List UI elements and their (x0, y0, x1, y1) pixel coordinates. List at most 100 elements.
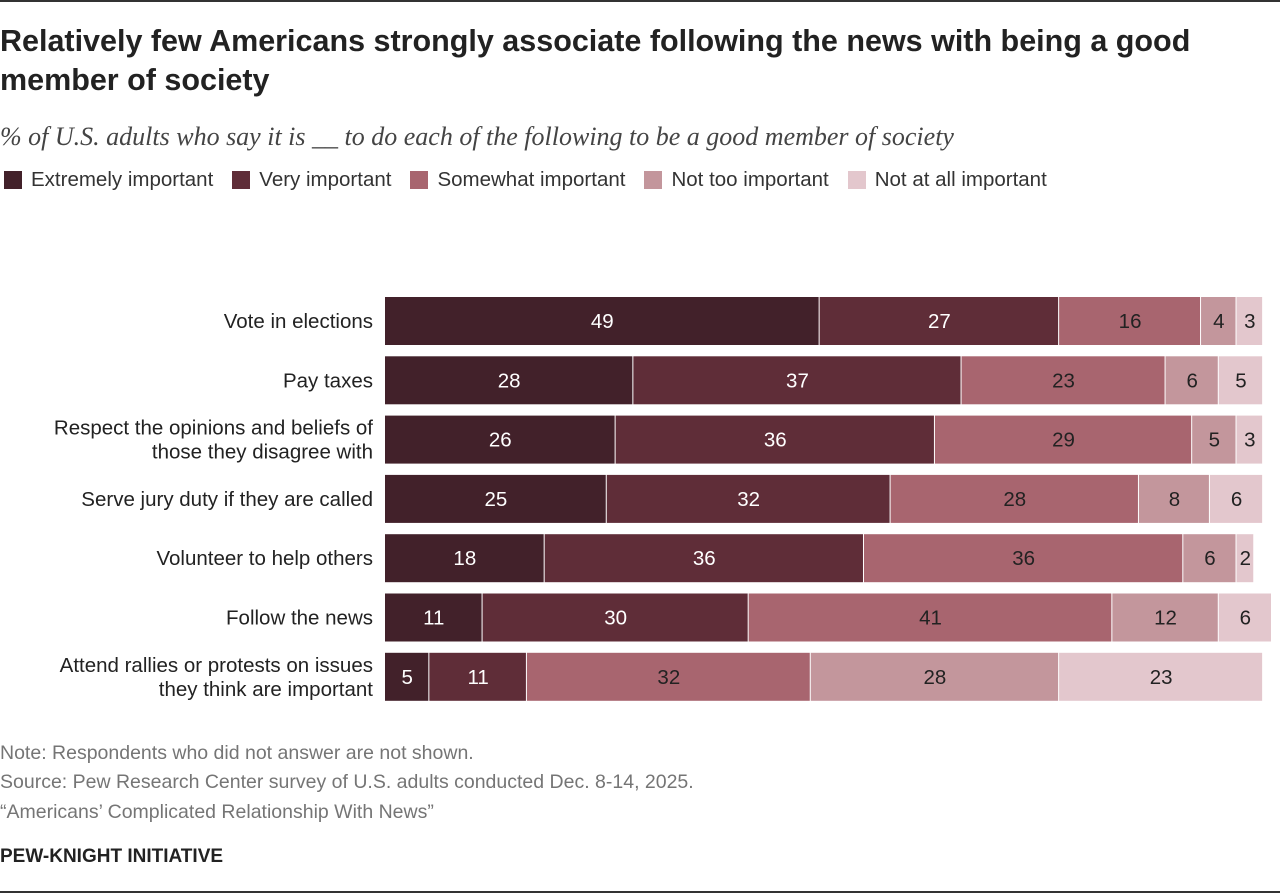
bar-segment (429, 652, 526, 701)
category-label: Follow the news (226, 607, 373, 630)
bar-segment (615, 415, 934, 464)
bar-segment (385, 652, 429, 701)
data-label: 26 (489, 429, 512, 452)
data-label: 23 (1150, 666, 1173, 689)
bar-segment (1059, 297, 1201, 345)
legend-swatch (232, 171, 251, 189)
bar-segment (544, 534, 863, 583)
legend-label: Not too important (671, 168, 829, 191)
bar-segment (1201, 297, 1236, 345)
bar-segment (633, 356, 961, 405)
data-label: 36 (1012, 547, 1035, 570)
legend-label: Very important (259, 168, 392, 191)
legend-label: Somewhat important (437, 168, 626, 191)
bar-segment (1209, 474, 1263, 523)
legend-swatch (410, 171, 429, 189)
category-label: Volunteer to help others (156, 547, 373, 570)
chart-subtitle: % of U.S. adults who say it is __ to do … (0, 122, 954, 151)
bar-segment (934, 415, 1192, 464)
bar-segment (1218, 356, 1263, 405)
data-label: 5 (1209, 429, 1220, 452)
data-label: 28 (1003, 488, 1026, 511)
data-label: 8 (1169, 488, 1180, 511)
data-label: 36 (693, 547, 716, 570)
bar-segment (526, 652, 810, 701)
bar-segment (890, 474, 1138, 523)
data-label: 32 (737, 488, 760, 511)
legend-item: Extremely important (0, 168, 213, 192)
bar-segment (1183, 534, 1236, 583)
legend-item: Very important (228, 168, 391, 192)
data-label: 27 (928, 310, 951, 333)
bar-segment (482, 593, 748, 642)
data-label: 11 (423, 607, 444, 630)
top-rule (0, 0, 1280, 2)
data-label: 32 (657, 666, 680, 689)
data-label: 25 (484, 488, 507, 511)
footnote-note: Note: Respondents who did not answer are… (0, 742, 474, 764)
bar-segment (1236, 534, 1254, 583)
bottom-rule (0, 891, 1280, 893)
legend: Extremely important Very important Somewha… (0, 166, 1062, 194)
category-label: Respect the opinions and beliefs of those… (54, 417, 373, 464)
bar-segment (1218, 593, 1271, 642)
data-label: 16 (1119, 310, 1142, 333)
bar-segment (606, 474, 890, 523)
data-label: 6 (1204, 547, 1215, 570)
data-label: 37 (786, 369, 809, 392)
legend-swatch (644, 171, 663, 189)
data-label: 49 (591, 310, 614, 333)
data-label: 4 (1213, 310, 1224, 333)
bar-segment (1112, 593, 1218, 642)
bar-segment (1059, 652, 1263, 701)
bar-segment (863, 534, 1183, 583)
legend-label: Not at all important (874, 168, 1047, 191)
category-label: Vote in elections (224, 310, 373, 333)
bar-segment (385, 297, 819, 345)
data-label: 28 (498, 369, 521, 392)
data-label: 6 (1186, 369, 1197, 392)
bar-segment (1138, 474, 1209, 523)
data-label: 3 (1244, 429, 1255, 452)
data-label: 3 (1244, 310, 1255, 333)
bar-segment (1165, 356, 1218, 405)
bar-segment (385, 474, 606, 523)
data-label: 29 (1052, 429, 1075, 452)
bar-segment (819, 297, 1059, 345)
bar-segment (385, 534, 544, 583)
data-label: 6 (1231, 488, 1242, 511)
bar-segment (810, 652, 1059, 701)
bar-segment (385, 593, 482, 642)
bar-segment (1236, 415, 1263, 464)
legend-item: Not too important (640, 168, 829, 192)
category-label: Serve jury duty if they are called (81, 488, 373, 511)
bar-segment (1236, 297, 1263, 345)
data-label: 12 (1154, 607, 1177, 630)
data-label: 23 (1052, 369, 1075, 392)
data-label: 5 (401, 666, 412, 689)
legend-swatch (4, 171, 22, 189)
data-label: 6 (1240, 607, 1251, 630)
legend-item: Not at all important (844, 168, 1047, 192)
category-label: Pay taxes (283, 369, 373, 392)
data-label: 5 (1235, 369, 1246, 392)
data-label: 36 (764, 429, 787, 452)
footnote-report-title: “Americans’ Complicated Relationship Wit… (0, 801, 434, 823)
data-label: 28 (924, 666, 947, 689)
chart-title: Relatively few Americans strongly associ… (0, 24, 1191, 97)
bar-segment (385, 415, 615, 464)
legend-swatch (847, 171, 866, 189)
data-label: 11 (467, 666, 488, 689)
organization-name: PEW-KNIGHT INITIATIVE (0, 846, 224, 867)
bar-segment (1192, 415, 1236, 464)
data-label: 41 (919, 607, 942, 630)
bar-segment (385, 356, 633, 405)
legend-label: Extremely important (31, 168, 214, 191)
bar-segment (748, 593, 1112, 642)
category-label: Attend rallies or protests on issues they… (60, 654, 374, 701)
data-label: 18 (453, 547, 476, 570)
bar-segment (961, 356, 1165, 405)
legend-item: Somewhat important (406, 168, 625, 192)
footnote-source: Source: Pew Research Center survey of U.… (0, 771, 694, 793)
